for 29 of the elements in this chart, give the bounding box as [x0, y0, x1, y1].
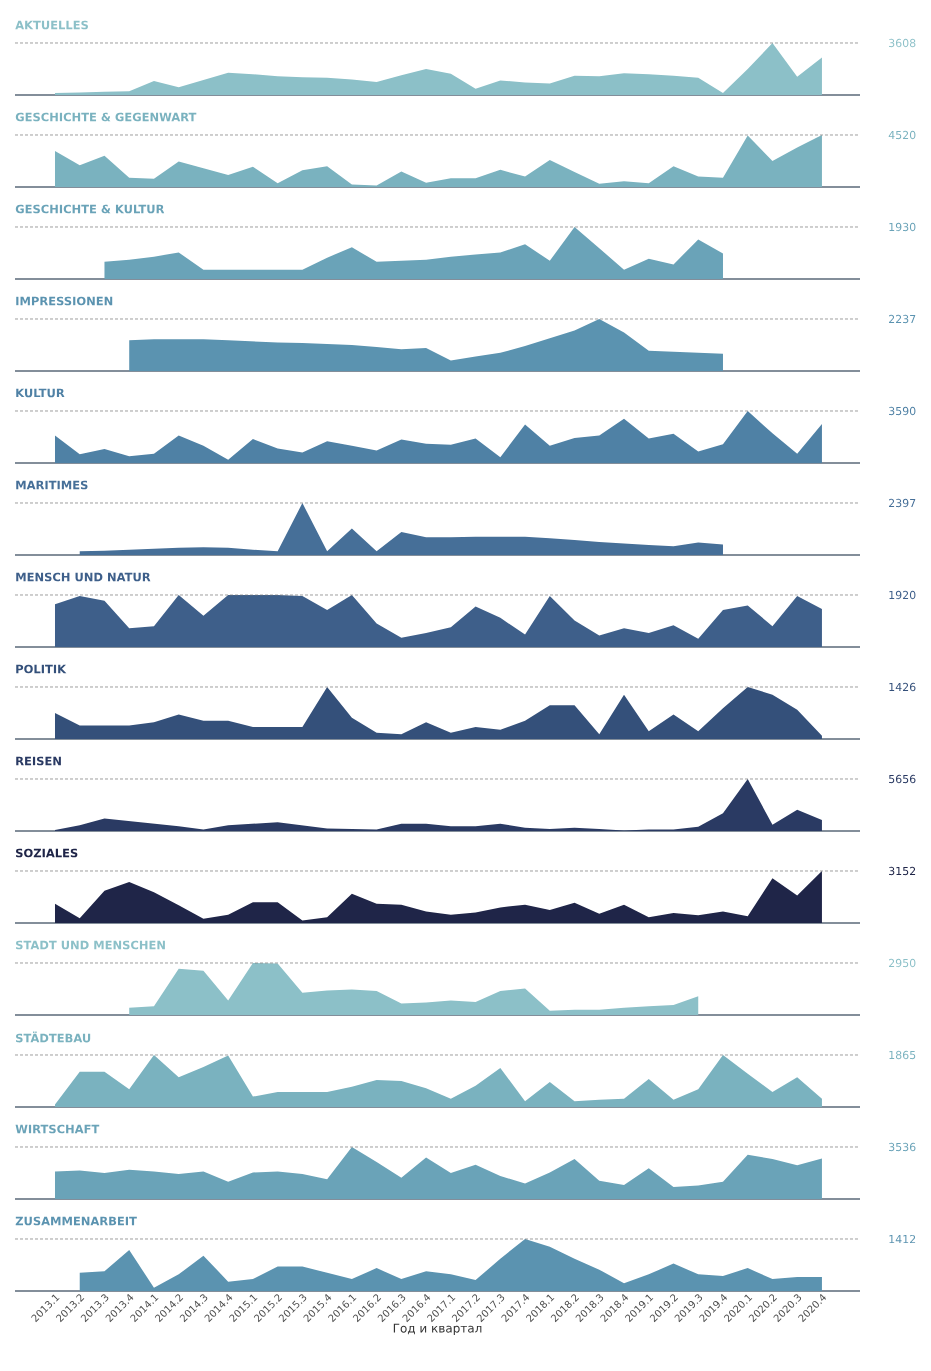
- text: 2397: [889, 498, 916, 508]
- text: 1930: [889, 222, 916, 232]
- chart-title: AKTUELLES: [15, 20, 88, 30]
- chart-title: IMPRESSIONEN: [16, 296, 113, 306]
- text: 3608: [889, 38, 916, 48]
- chart-title: REISEN: [16, 756, 61, 766]
- text: 2237: [889, 314, 916, 324]
- text: 3590: [889, 406, 916, 416]
- chart-title: POLITIK: [16, 664, 67, 674]
- chart-title: WIRTSCHAFT: [15, 1124, 100, 1134]
- chart-title: ZUSAMMENARBEIT: [15, 1216, 137, 1226]
- chart-title: MARITIMES: [16, 480, 88, 490]
- text: 1865: [889, 1050, 916, 1060]
- chart-title: GESCHICHTE & KULTUR: [15, 204, 165, 214]
- text: 3536: [889, 1142, 916, 1152]
- text: 2950: [889, 958, 916, 968]
- chart-title: STÄDTEBAU: [16, 1031, 91, 1043]
- chart-title: KULTUR: [16, 388, 65, 398]
- text: 4520: [888, 130, 916, 140]
- text: 1426: [889, 682, 916, 692]
- text: 1920: [889, 590, 916, 600]
- chart-title: SOZIALES: [16, 848, 78, 858]
- x-axis-title: Год и квартал: [393, 1323, 482, 1335]
- chart-title: STADT UND MENSCHEN: [16, 940, 165, 950]
- chart-title: GESCHICHTE & GEGENWART: [15, 112, 197, 122]
- chart-title: MENSCH UND NATUR: [16, 572, 151, 582]
- text: 3152: [889, 866, 916, 876]
- text: 5656: [889, 774, 916, 784]
- text: 1412: [889, 1234, 916, 1244]
